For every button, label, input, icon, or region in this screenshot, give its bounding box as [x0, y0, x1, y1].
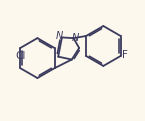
- Text: F: F: [122, 49, 128, 60]
- Text: N: N: [56, 31, 63, 42]
- Text: N: N: [72, 33, 79, 43]
- Text: Cl: Cl: [15, 51, 25, 61]
